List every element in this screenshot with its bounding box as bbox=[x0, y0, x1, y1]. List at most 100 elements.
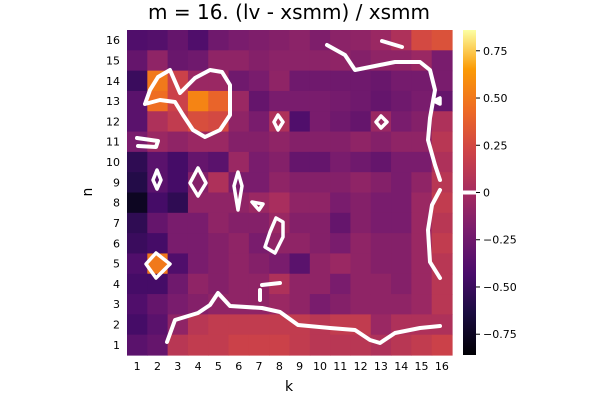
heatmap-cell bbox=[431, 90, 453, 112]
heatmap-cell bbox=[289, 50, 311, 72]
heatmap-cell bbox=[350, 70, 372, 92]
heatmap-cell bbox=[248, 172, 270, 194]
heatmap-cell bbox=[167, 334, 189, 356]
heatmap-cell bbox=[248, 273, 270, 295]
heatmap-cell bbox=[269, 314, 291, 336]
heatmap-cell bbox=[248, 50, 270, 72]
heatmap-cell bbox=[289, 172, 311, 194]
heatmap-cell bbox=[167, 30, 189, 51]
heatmap-cell bbox=[391, 90, 412, 112]
heatmap-cell bbox=[370, 90, 392, 112]
y-tick-label: 4 bbox=[113, 278, 120, 291]
heatmap-cell bbox=[391, 294, 412, 315]
heatmap-cell bbox=[431, 253, 453, 275]
heatmap-cell bbox=[147, 314, 169, 336]
y-tick-label: 14 bbox=[106, 75, 120, 88]
y-tick-label: 13 bbox=[106, 95, 120, 108]
colorbar-tick-label: −0.75 bbox=[483, 328, 517, 341]
heatmap-cell bbox=[127, 70, 148, 92]
heatmap-cell bbox=[431, 30, 453, 51]
heatmap-cell bbox=[208, 233, 230, 255]
contour-island-8-12 bbox=[272, 113, 285, 132]
heatmap-cell bbox=[127, 131, 148, 153]
heatmap-cell bbox=[309, 70, 331, 92]
heatmap-cell bbox=[269, 70, 291, 92]
x-tick-label: 9 bbox=[296, 360, 303, 373]
heatmap-cell bbox=[309, 253, 331, 275]
heatmap-cell bbox=[147, 273, 169, 295]
chart-title: m = 16. (lv - xsmm) / xsmm bbox=[148, 0, 430, 24]
heatmap-cell bbox=[370, 212, 392, 234]
heatmap-cell bbox=[167, 212, 189, 234]
heatmap-cell bbox=[370, 253, 392, 275]
heatmap-cell bbox=[309, 30, 331, 51]
heatmap-cell bbox=[127, 111, 148, 133]
heatmap-cell bbox=[167, 131, 189, 153]
heatmap-cell bbox=[187, 30, 209, 51]
heatmap-cell bbox=[411, 172, 433, 194]
contour-island-8-6 bbox=[263, 216, 285, 255]
heatmap-cell bbox=[269, 253, 291, 275]
heatmap-cell bbox=[309, 131, 331, 153]
heatmap-cell bbox=[228, 30, 250, 51]
heatmap-cell bbox=[167, 50, 189, 72]
heatmap-cell bbox=[330, 273, 352, 295]
heatmap-cell bbox=[269, 151, 291, 173]
heatmap-cell bbox=[208, 273, 230, 295]
y-tick-label: 3 bbox=[113, 298, 120, 311]
heatmap-cell bbox=[391, 334, 412, 356]
heatmap-cell bbox=[350, 151, 372, 173]
heatmap-cell bbox=[370, 131, 392, 153]
x-axis-label: k bbox=[285, 379, 294, 395]
heatmap-cell bbox=[289, 90, 311, 112]
heatmap-cell bbox=[127, 151, 148, 173]
heatmap-cell bbox=[330, 192, 352, 214]
heatmap-cell bbox=[167, 172, 189, 194]
heatmap-cell bbox=[269, 334, 291, 356]
heatmap-cell bbox=[431, 294, 453, 315]
heatmap-cell bbox=[370, 151, 392, 173]
y-tick-label: 7 bbox=[113, 217, 120, 230]
heatmap-cell bbox=[127, 314, 148, 336]
heatmap-cell bbox=[147, 50, 169, 72]
heatmap-cell bbox=[228, 253, 250, 275]
heatmap-cell bbox=[350, 30, 372, 51]
heatmap-cell bbox=[391, 192, 412, 214]
colorbar-tick-label: 0.75 bbox=[483, 45, 508, 58]
heatmap-cell bbox=[289, 131, 311, 153]
heatmap-cell bbox=[309, 90, 331, 112]
heatmap-cell bbox=[167, 151, 189, 173]
x-tick-label: 8 bbox=[276, 360, 283, 373]
heatmap-cell bbox=[391, 111, 412, 133]
heatmap-cell bbox=[187, 233, 209, 255]
heatmap-cell bbox=[411, 30, 433, 51]
contour-island-2-9 bbox=[151, 168, 163, 191]
heatmap-cell bbox=[330, 334, 352, 356]
heatmap-cell bbox=[269, 172, 291, 194]
heatmap-cell bbox=[350, 90, 372, 112]
heatmap-cell bbox=[269, 90, 291, 112]
heatmap-cell bbox=[289, 253, 311, 275]
heatmap-cell bbox=[431, 111, 453, 133]
heatmap-cell bbox=[370, 111, 392, 133]
heatmap-cell bbox=[411, 253, 433, 275]
heatmap-cell bbox=[309, 334, 331, 356]
heatmap-cell bbox=[330, 131, 352, 153]
heatmap-cell bbox=[187, 151, 209, 173]
heatmap-cell bbox=[208, 131, 230, 153]
colorbar-tick-label: 0.25 bbox=[483, 139, 508, 152]
heatmap-cell bbox=[228, 151, 250, 173]
heatmap-cell bbox=[127, 233, 148, 255]
x-tick-label: 13 bbox=[374, 360, 388, 373]
heatmap-cell bbox=[411, 334, 433, 356]
heatmap-cell bbox=[228, 233, 250, 255]
heatmap-cell bbox=[228, 314, 250, 336]
heatmap-cell bbox=[391, 131, 412, 153]
heatmap-cell bbox=[269, 111, 291, 133]
heatmap-cell bbox=[330, 30, 352, 51]
y-tick-label: 1 bbox=[113, 339, 120, 352]
heatmap-cell bbox=[228, 90, 250, 112]
colorbar-tick-label: 0.50 bbox=[483, 92, 508, 105]
heatmap-cell bbox=[391, 233, 412, 255]
